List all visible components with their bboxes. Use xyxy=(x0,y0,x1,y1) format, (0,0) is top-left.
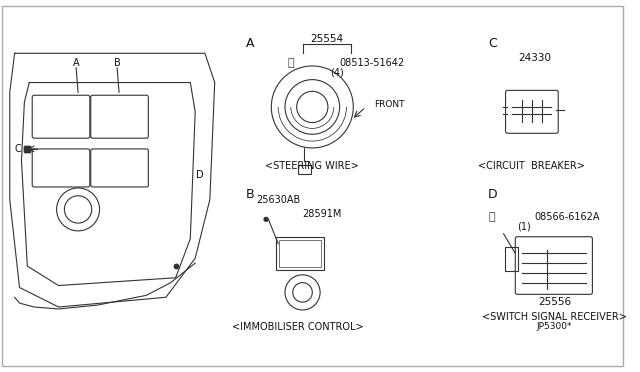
Text: B: B xyxy=(246,188,255,201)
Text: <SWITCH SIGNAL RECEIVER>: <SWITCH SIGNAL RECEIVER> xyxy=(482,312,627,322)
Text: ●: ● xyxy=(262,216,269,222)
Text: <CIRCUIT  BREAKER>: <CIRCUIT BREAKER> xyxy=(479,160,586,170)
Text: C: C xyxy=(14,144,21,154)
Text: 08513-51642: 08513-51642 xyxy=(340,58,404,68)
Text: C: C xyxy=(488,37,497,50)
Text: 25556: 25556 xyxy=(538,297,571,307)
Text: JP5300*: JP5300* xyxy=(536,322,572,331)
Text: Ⓢ: Ⓢ xyxy=(287,58,294,68)
Text: 08566-6162A: 08566-6162A xyxy=(535,212,600,222)
Text: 28591M: 28591M xyxy=(302,209,342,219)
Text: A: A xyxy=(246,37,255,50)
Text: (4): (4) xyxy=(330,68,344,78)
Text: <IMMOBILISER CONTROL>: <IMMOBILISER CONTROL> xyxy=(232,321,364,331)
Text: 25554: 25554 xyxy=(310,33,344,44)
Text: <STEERING WIRE>: <STEERING WIRE> xyxy=(266,160,359,170)
Text: 24330: 24330 xyxy=(518,53,551,63)
Text: FRONT: FRONT xyxy=(374,100,404,109)
Text: D: D xyxy=(196,170,204,180)
Text: D: D xyxy=(488,188,497,201)
Text: B: B xyxy=(114,58,120,68)
Text: A: A xyxy=(73,58,79,68)
Text: (1): (1) xyxy=(517,222,531,232)
Text: Ⓢ: Ⓢ xyxy=(488,212,495,222)
Text: 25630AB: 25630AB xyxy=(256,195,300,205)
